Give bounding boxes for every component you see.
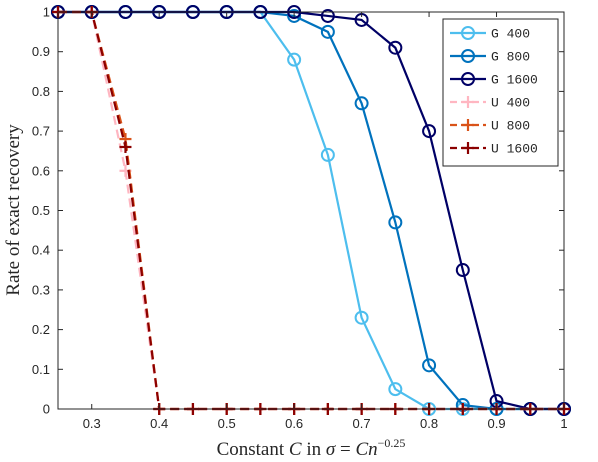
x-tick-label: 0.6 bbox=[285, 416, 303, 431]
legend-marker bbox=[461, 26, 475, 40]
y-tick-label: 1 bbox=[43, 5, 50, 20]
legend-item-g-400: G 400 bbox=[450, 26, 530, 42]
legend-item-g-800: G 800 bbox=[450, 49, 530, 65]
x-tick-label: 0.4 bbox=[150, 416, 168, 431]
y-tick-label: 0.6 bbox=[32, 163, 50, 178]
y-tick-label: 0.7 bbox=[32, 124, 50, 139]
legend: G 400 G 800 G 1600 U 400 U 800 U 1600 bbox=[442, 18, 559, 167]
y-tick-label: 0.2 bbox=[32, 322, 50, 337]
legend-label: G 1600 bbox=[491, 73, 538, 88]
legend-marker bbox=[462, 96, 474, 108]
data-point-g-1600 bbox=[388, 40, 403, 55]
legend-item-u-1600: U 1600 bbox=[450, 142, 538, 157]
x-tick-label: 0.3 bbox=[83, 416, 101, 431]
legend-box bbox=[442, 18, 559, 167]
data-point-u-1600 bbox=[119, 140, 132, 153]
data-point-g-800 bbox=[388, 215, 403, 230]
y-tick-label: 0.4 bbox=[32, 243, 50, 258]
legend-marker bbox=[462, 119, 474, 131]
x-tick-label: 0.5 bbox=[218, 416, 236, 431]
x-tick-label: 1 bbox=[560, 416, 567, 431]
legend-label: U 800 bbox=[491, 119, 530, 134]
data-point-g-400 bbox=[287, 52, 302, 67]
x-tick-label: 0.8 bbox=[420, 416, 438, 431]
data-point-g-800 bbox=[422, 358, 437, 373]
legend-label: G 800 bbox=[491, 50, 530, 65]
y-axis-label: Rate of exact recovery bbox=[3, 124, 24, 296]
data-point-g-400 bbox=[354, 310, 369, 325]
legend-marker bbox=[461, 72, 475, 86]
y-tick-label: 0.5 bbox=[32, 203, 50, 218]
legend-item-u-800: U 800 bbox=[450, 119, 530, 134]
data-point-g-800 bbox=[287, 8, 302, 23]
x-tick-label: 0.9 bbox=[487, 416, 505, 431]
legend-marker bbox=[461, 49, 475, 63]
x-tick-label: 0.7 bbox=[353, 416, 371, 431]
y-tick-label: 0.1 bbox=[32, 362, 50, 377]
legend-label: G 400 bbox=[491, 27, 530, 42]
legend-label: U 400 bbox=[491, 96, 530, 111]
data-point-g-800 bbox=[320, 24, 335, 39]
x-axis: 0.3 0.4 0.5 0.6 0.7 0.8 0.9 1 bbox=[83, 12, 568, 431]
data-point-g-400 bbox=[388, 382, 403, 397]
data-point-g-1600 bbox=[422, 124, 437, 139]
data-point-g-1600 bbox=[320, 8, 335, 23]
x-axis-label: Constant C in σ = Cn−0.25 bbox=[217, 436, 406, 460]
data-point-g-400 bbox=[320, 147, 335, 162]
legend-label: U 1600 bbox=[491, 142, 538, 157]
y-tick-label: 0.8 bbox=[32, 84, 50, 99]
data-point-g-1600 bbox=[455, 263, 470, 278]
y-tick-label: 0 bbox=[43, 402, 50, 417]
legend-marker bbox=[462, 142, 474, 154]
legend-item-u-400: U 400 bbox=[450, 96, 530, 111]
y-tick-label: 0.9 bbox=[32, 44, 50, 59]
legend-item-g-1600: G 1600 bbox=[450, 72, 538, 88]
y-tick-label: 0.3 bbox=[32, 282, 50, 297]
y-axis: 0 0.1 0.2 0.3 0.4 0.5 0.6 0.7 0.8 0.9 1 bbox=[32, 5, 564, 417]
data-point-g-800 bbox=[354, 96, 369, 111]
